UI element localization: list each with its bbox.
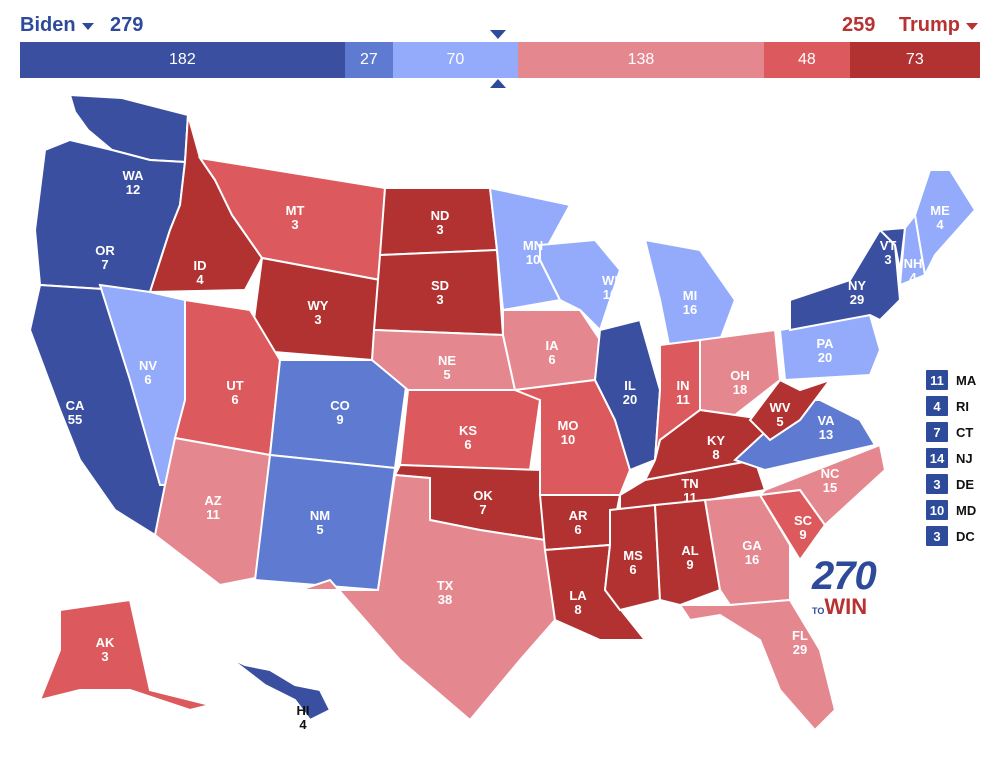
- state-nm[interactable]: [253, 453, 397, 592]
- dem-candidate-dropdown[interactable]: Biden: [20, 14, 94, 37]
- rep-candidate-name: Trump: [898, 14, 960, 36]
- legend-state-abbr: RI: [956, 398, 969, 414]
- state-il[interactable]: [593, 318, 662, 472]
- legend-votes: 14: [926, 448, 948, 468]
- state-wv[interactable]: [748, 378, 833, 442]
- legend-votes: 3: [926, 474, 948, 494]
- dem-total: 279: [110, 14, 144, 36]
- state-tx[interactable]: [299, 473, 557, 722]
- dem-candidate-name: Biden: [20, 14, 76, 36]
- legend-row-ma[interactable]: 11 MA: [926, 368, 988, 392]
- legend-state-abbr: CT: [956, 424, 974, 440]
- legend-row-dc[interactable]: 3 DC: [926, 524, 988, 548]
- legend-votes: 10: [926, 500, 948, 520]
- threshold-marker-bottom-icon: [490, 79, 506, 88]
- legend-row-de[interactable]: 3 DE: [926, 472, 988, 496]
- tally-segment: 182: [20, 42, 345, 78]
- electoral-tally-bar: 182 27 70 138 48 73: [20, 42, 980, 78]
- logo-number: 270: [812, 554, 877, 598]
- state-nc[interactable]: [757, 443, 887, 527]
- tally-segment: 27: [344, 42, 393, 78]
- state-ks[interactable]: [398, 389, 542, 472]
- state-oh[interactable]: [699, 328, 782, 417]
- legend-votes: 7: [926, 422, 948, 442]
- state-hi[interactable]: [229, 657, 332, 722]
- legend-state-abbr: MD: [956, 502, 977, 518]
- legend-votes: 11: [926, 370, 948, 390]
- state-fl[interactable]: [678, 598, 837, 732]
- legend-row-md[interactable]: 10 MD: [926, 498, 988, 522]
- legend-row-nj[interactable]: 14 NJ: [926, 446, 988, 470]
- legend-state-abbr: DC: [956, 528, 975, 544]
- legend-state-abbr: NJ: [956, 450, 973, 466]
- chevron-down-icon: [81, 23, 94, 30]
- state-ia[interactable]: [502, 309, 602, 392]
- state-ak[interactable]: [38, 598, 211, 712]
- state-ar[interactable]: [538, 494, 622, 552]
- legend-row-ri[interactable]: 4 RI: [926, 394, 988, 418]
- tally-segment: 73: [849, 42, 980, 78]
- legend-row-ct[interactable]: 7 CT: [926, 420, 988, 444]
- state-al[interactable]: [653, 498, 722, 607]
- legend-state-abbr: DE: [956, 476, 975, 492]
- state-nd[interactable]: [378, 187, 499, 257]
- legend-votes: 3: [926, 526, 948, 546]
- state-co[interactable]: [268, 359, 410, 470]
- state-ms[interactable]: [603, 503, 662, 612]
- state-az[interactable]: [153, 436, 271, 587]
- rep-total: 259: [842, 14, 876, 36]
- logo-to: TO: [812, 606, 825, 616]
- tally-segment: 48: [764, 42, 850, 78]
- state-mi[interactable]: [643, 238, 737, 352]
- tally-header: Biden 279 259 Trump: [0, 0, 1000, 40]
- logo-win: WIN: [824, 594, 868, 619]
- state-me[interactable]: [913, 169, 977, 279]
- 270towin-logo: 270 TOWIN: [812, 556, 892, 626]
- legend-votes: 4: [926, 396, 948, 416]
- state-wi[interactable]: [539, 238, 622, 332]
- chevron-down-icon: [966, 23, 978, 30]
- legend-state-abbr: MA: [956, 372, 977, 388]
- us-electoral-map: WA12OR7CA55NV6ID4MT3WY3UT6AZ11CO9NM5ND3S…: [28, 93, 977, 732]
- rep-candidate-dropdown[interactable]: Trump: [899, 14, 978, 37]
- tally-segment: 138: [517, 42, 765, 78]
- state-vt[interactable]: [877, 226, 907, 271]
- state-sd[interactable]: [372, 248, 505, 337]
- state-ny[interactable]: [789, 228, 902, 332]
- state-votes-label: 4: [299, 717, 307, 732]
- threshold-marker-top-icon: [490, 30, 506, 39]
- tally-segment: 70: [392, 42, 518, 78]
- small-states-legend: 11 MA 4 RI 7 CT 14 NJ 3 DE 10 MD 3 DC: [926, 368, 988, 550]
